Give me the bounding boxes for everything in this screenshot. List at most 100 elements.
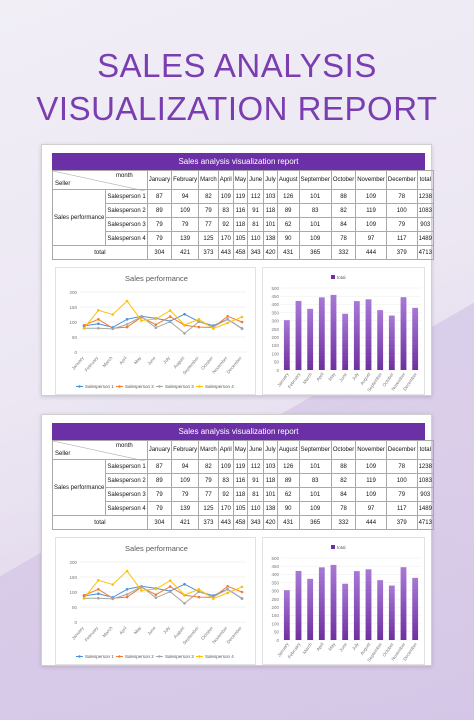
- data-point: [154, 593, 158, 596]
- month-column-header: November: [355, 170, 387, 190]
- row-total-cell: 1083: [416, 203, 434, 218]
- x-tick-label: February: [84, 625, 100, 643]
- data-point: [240, 320, 244, 324]
- data-point: [97, 579, 100, 582]
- data-point: [125, 323, 129, 326]
- month-column-header: March: [198, 170, 219, 190]
- total-row: total 304 421 373 443 458 343 420 431 365 332 444 37…: [52, 515, 434, 530]
- row-total-cell: 1238: [416, 189, 434, 204]
- data-point: [111, 313, 115, 316]
- table-cell: 94: [171, 459, 200, 474]
- table-cell: 126: [276, 459, 300, 474]
- table-cell: 92: [217, 487, 234, 502]
- legend-label: Salesperson 1: [85, 654, 114, 659]
- y-tick-label: 350: [271, 310, 279, 315]
- total-cell: 431: [276, 245, 300, 260]
- x-tick-label: December: [226, 625, 243, 644]
- bar-chart: total050100150200250300350400450500Janua…: [271, 275, 421, 393]
- table-cell: 77: [198, 217, 219, 232]
- data-point: [183, 323, 186, 327]
- data-point: [168, 309, 172, 312]
- y-tick-label: 450: [271, 294, 279, 299]
- legend-marker: [198, 655, 201, 658]
- y-tick-label: 50: [274, 630, 280, 635]
- y-tick-label: 100: [271, 351, 279, 356]
- month-column-header: September: [298, 170, 332, 190]
- month-column-header: May: [232, 170, 249, 190]
- table-cell: 109: [298, 231, 332, 246]
- legend-marker: [118, 655, 121, 658]
- data-point: [154, 587, 158, 591]
- data-point: [168, 315, 172, 318]
- bar: [365, 299, 372, 370]
- bar-chart-panel: total 0 50 100 150 200 250 300 350 400 450 500 Janua…: [262, 537, 425, 665]
- x-tick-label: July: [351, 371, 360, 381]
- total-cell: 420: [263, 515, 278, 530]
- data-point: [97, 318, 100, 321]
- seller-header: Seller: [55, 451, 71, 457]
- data-point: [125, 318, 129, 321]
- bar: [388, 315, 395, 370]
- data-point: [97, 588, 100, 591]
- table-cell: 101: [298, 487, 332, 502]
- report-sheet-2: Sales analysis visualization report month…: [41, 414, 434, 666]
- report-banner: Sales analysis visualization report: [52, 423, 425, 440]
- data-point: [154, 317, 158, 321]
- total-cell: 443: [217, 245, 234, 260]
- table-cell: 89: [146, 473, 173, 488]
- data-point: [125, 569, 129, 573]
- table-cell: 119: [232, 189, 249, 204]
- row-total-cell: 903: [416, 217, 434, 232]
- table-cell: 88: [330, 459, 357, 474]
- sales-table: month Seller January February March April May J…: [51, 170, 434, 260]
- month-column-header: August: [276, 440, 300, 460]
- group-label: Sales performance: [51, 189, 107, 246]
- series-line: [83, 570, 243, 600]
- x-tick-label: February: [287, 371, 302, 389]
- data-point: [240, 590, 244, 594]
- bar: [388, 585, 395, 640]
- x-tick-label: July: [351, 641, 360, 651]
- table-cell: 79: [171, 487, 200, 502]
- legend-label: total: [337, 545, 346, 550]
- x-tick-label: May: [327, 641, 336, 651]
- data-point: [197, 320, 201, 323]
- month-column-header: July: [263, 170, 278, 190]
- x-tick-label: May: [327, 371, 336, 381]
- table-cell: 79: [146, 217, 173, 232]
- data-point: [226, 318, 229, 321]
- table-cell: 77: [198, 487, 219, 502]
- y-tick-label: 450: [271, 564, 279, 569]
- month-column-header: September: [298, 440, 332, 460]
- x-tick-label: August: [172, 355, 185, 370]
- salesperson-name: Salesperson 1: [105, 459, 148, 474]
- y-tick-label: 500: [271, 286, 279, 291]
- legend-label: Salesperson 1: [85, 384, 114, 389]
- table-corner-header: month Seller: [52, 440, 148, 461]
- table-cell: 138: [263, 231, 278, 246]
- row-total-cell: 1489: [416, 501, 434, 516]
- y-tick-label: 50: [72, 335, 78, 340]
- data-point: [168, 590, 172, 593]
- data-point: [240, 597, 244, 600]
- bar: [318, 297, 325, 370]
- table-cell: 109: [355, 217, 387, 232]
- total-cell: 343: [247, 515, 265, 530]
- legend-label: Salesperson 2: [125, 654, 154, 659]
- total-cell: 421: [171, 245, 200, 260]
- bar: [377, 310, 384, 370]
- x-tick-label: August: [172, 625, 185, 640]
- y-tick-label: 150: [271, 343, 279, 348]
- month-column-header: January: [146, 440, 173, 460]
- x-tick-label: April: [315, 642, 324, 652]
- month-column-header: November: [355, 440, 387, 460]
- data-point: [82, 324, 86, 327]
- month-column-header: December: [385, 440, 418, 460]
- table-cell: 79: [198, 203, 219, 218]
- x-tick-label: March: [302, 371, 314, 385]
- data-point: [168, 320, 172, 323]
- table-cell: 89: [146, 203, 173, 218]
- bar: [342, 583, 349, 640]
- table-cell: 83: [298, 473, 332, 488]
- table-cell: 139: [171, 231, 200, 246]
